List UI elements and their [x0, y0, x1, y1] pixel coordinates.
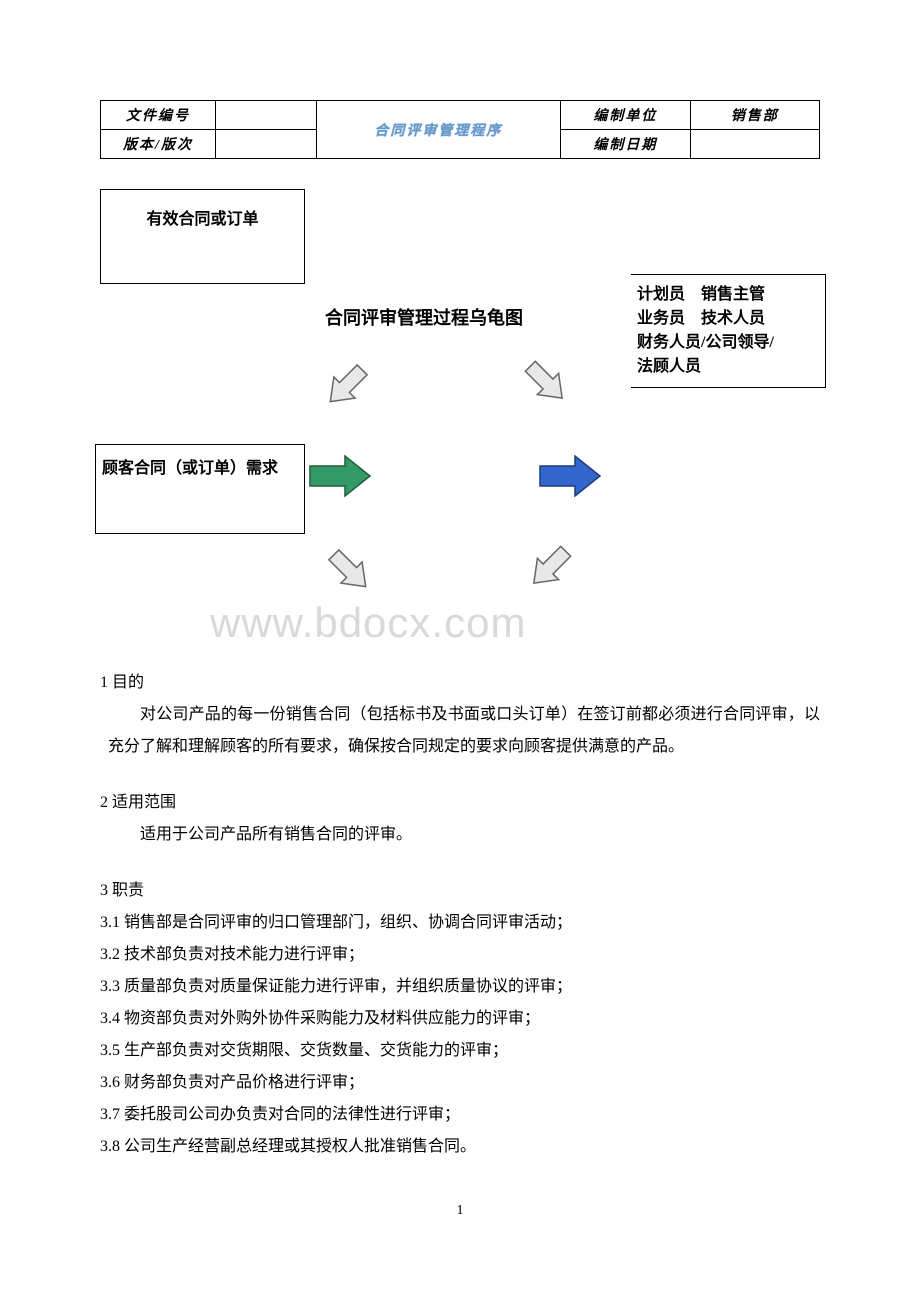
arrow-gray-icon	[518, 539, 578, 599]
header-cell-date-value	[690, 130, 819, 159]
diagram-title: 合同评审管理过程乌龟图	[325, 304, 523, 330]
section-2-body: 适用于公司产品所有销售合同的评审。	[108, 819, 820, 851]
section-3-2: 3.2 技术部负责对技术能力进行评审；	[100, 939, 820, 971]
header-cell-file-no-value	[216, 101, 317, 130]
page-number: 1	[100, 1203, 820, 1219]
section-3-7: 3.7 委托股司公司办负责对合同的法律性进行评审；	[100, 1099, 820, 1131]
arrow-shape	[523, 541, 576, 594]
header-cell-unit-value: 销售部	[690, 101, 819, 130]
diagram-box-top: 有效合同或订单	[100, 189, 305, 284]
arrow-shape	[310, 456, 370, 496]
turtle-diagram: 有效合同或订单 合同评审管理过程乌龟图 计划员 销售主管 业务员 技术人员 财务…	[100, 189, 820, 659]
section-3-1: 3.1 销售部是合同评审的归口管理部门，组织、协调合同评审活动；	[100, 907, 820, 939]
diagram-roles-line3: 财务人员/公司领导/	[637, 331, 819, 355]
header-cell-unit-label: 编制单位	[561, 101, 690, 130]
arrow-blue-icon	[535, 451, 605, 501]
arrow-gray-icon	[318, 539, 378, 599]
section-1-head: 1 目的	[100, 667, 820, 699]
arrow-green-icon	[305, 451, 375, 501]
header-cell-version-label: 版本/版次	[101, 130, 216, 159]
section-3-6: 3.6 财务部负责对产品价格进行评审；	[100, 1067, 820, 1099]
section-2-head: 2 适用范围	[100, 787, 820, 819]
arrow-shape	[320, 359, 373, 412]
header-cell-version-value	[216, 130, 317, 159]
document-body: 1 目的 对公司产品的每一份销售合同（包括标书及书面或口头订单）在签订前都必须进…	[100, 667, 820, 1163]
diagram-roles-line4: 法顾人员	[637, 355, 819, 379]
diagram-roles-line2: 业务员 技术人员	[637, 307, 819, 331]
watermark-text: www.bdocx.com	[210, 599, 526, 647]
arrow-shape	[540, 456, 600, 496]
section-1-body: 对公司产品的每一份销售合同（包括标书及书面或口头订单）在签订前都必须进行合同评审…	[108, 699, 820, 763]
section-3-4: 3.4 物资部负责对外购外协件采购能力及材料供应能力的评审；	[100, 1003, 820, 1035]
header-cell-date-label: 编制日期	[561, 130, 690, 159]
section-3-head: 3 职责	[100, 875, 820, 907]
arrow-gray-icon	[518, 359, 578, 419]
header-cell-file-no-label: 文件编号	[101, 101, 216, 130]
arrow-shape	[323, 544, 376, 597]
section-3-8: 3.8 公司生产经营副总经理或其授权人批准销售合同。	[100, 1131, 820, 1163]
diagram-roles-line1: 计划员 销售主管	[637, 283, 819, 307]
arrow-gray-icon	[318, 359, 378, 419]
section-3-5: 3.5 生产部负责对交货期限、交货数量、交货能力的评审；	[100, 1035, 820, 1067]
diagram-box-input: 顾客合同（或订单）需求	[95, 444, 305, 534]
header-table: 文件编号 合同评审管理程序 编制单位 销售部 版本/版次 编制日期	[100, 100, 820, 159]
section-3-3: 3.3 质量部负责对质量保证能力进行评审，并组织质量协议的评审；	[100, 971, 820, 1003]
diagram-box-roles: 计划员 销售主管 业务员 技术人员 财务人员/公司领导/ 法顾人员	[631, 274, 826, 388]
header-title: 合同评审管理程序	[316, 101, 560, 159]
arrow-shape	[520, 359, 573, 409]
